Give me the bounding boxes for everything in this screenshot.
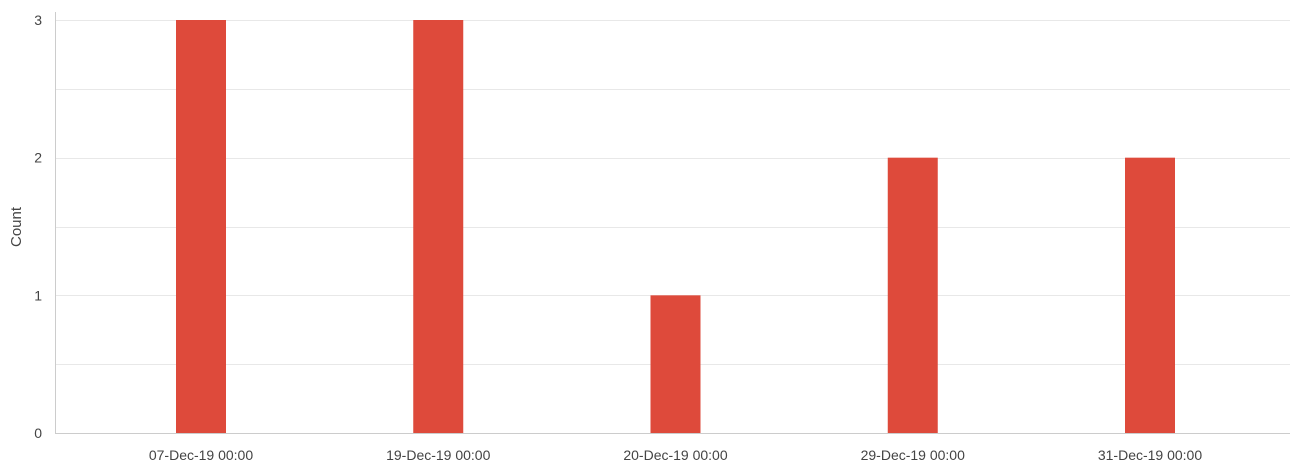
bars [176,20,1175,434]
bar [650,295,701,433]
y-tick-label: 3 [34,12,42,28]
axes [55,12,1290,434]
bar [887,157,938,434]
y-tick-label: 0 [34,425,42,441]
y-axis-title: Count [8,206,25,247]
x-tick-label: 31-Dec-19 00:00 [1098,447,1203,463]
y-tick-label: 1 [34,287,42,303]
x-tick-labels: 07-Dec-19 00:00 19-Dec-19 00:00 20-Dec-19 … [149,447,1203,463]
gridlines [55,20,1290,365]
bar [1125,157,1175,434]
x-tick-label: 29-Dec-19 00:00 [861,447,966,463]
y-tick-labels: 0 1 2 3 [34,12,42,441]
y-tick-label: 2 [34,150,42,166]
x-tick-label: 19-Dec-19 00:00 [386,447,491,463]
x-tick-label: 20-Dec-19 00:00 [623,447,728,463]
bar [413,20,464,433]
x-tick-label: 07-Dec-19 00:00 [149,447,254,463]
bar [176,20,226,433]
